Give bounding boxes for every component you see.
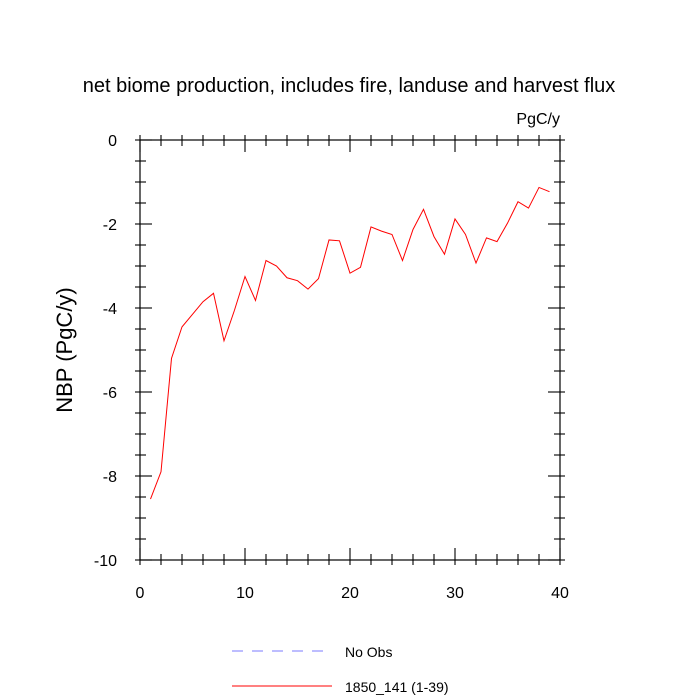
x-tick-label: 40	[551, 585, 569, 602]
units-label: PgC/y	[516, 111, 560, 128]
data-point	[160, 471, 162, 473]
data-point	[317, 277, 319, 279]
data-point	[275, 265, 277, 267]
data-point	[433, 235, 435, 237]
data-point	[244, 275, 246, 277]
series-points	[149, 186, 550, 500]
data-point	[307, 288, 309, 290]
data-point	[191, 313, 193, 315]
y-axis-label: NBP (PgC/y)	[52, 287, 77, 413]
data-point	[181, 326, 183, 328]
data-point	[149, 498, 151, 500]
data-point	[233, 309, 235, 311]
data-point	[328, 239, 330, 241]
x-tick-label: 10	[236, 585, 254, 602]
axis-tick-labels: 0 10 20 30 40 0 -2 -4 -6 -8 -10	[94, 133, 569, 602]
plot-frame	[139, 139, 561, 561]
x-tick-label: 30	[446, 585, 464, 602]
data-point	[254, 299, 256, 301]
data-point	[401, 259, 403, 261]
data-point	[506, 222, 508, 224]
y-tick-label: -10	[94, 553, 117, 570]
data-point	[391, 233, 393, 235]
data-point	[296, 280, 298, 282]
data-point	[548, 190, 550, 192]
data-point	[359, 266, 361, 268]
data-point	[464, 233, 466, 235]
y-tick-label: 0	[108, 133, 117, 150]
data-point	[212, 292, 214, 294]
legend: No Obs 1850_141 (1-39)	[232, 644, 449, 695]
data-point	[475, 262, 477, 264]
data-point	[422, 208, 424, 210]
data-point	[349, 272, 351, 274]
data-point	[223, 340, 225, 342]
axis-ticks	[135, 135, 565, 565]
x-tick-label: 0	[136, 585, 145, 602]
data-point	[202, 301, 204, 303]
legend-label-no-obs: No Obs	[345, 644, 392, 660]
y-tick-label: -8	[103, 469, 117, 486]
data-point	[380, 230, 382, 232]
data-point	[538, 186, 540, 188]
data-point	[286, 277, 288, 279]
data-point	[370, 226, 372, 228]
y-tick-label: -2	[103, 217, 117, 234]
data-point	[170, 357, 172, 359]
data-point	[517, 201, 519, 203]
data-point	[265, 259, 267, 261]
legend-label-1850-141: 1850_141 (1-39)	[345, 679, 449, 695]
data-point	[527, 207, 529, 209]
series-line-1850-141	[150, 186, 550, 500]
chart-title: net biome production, includes fire, lan…	[83, 75, 616, 97]
data-point	[485, 237, 487, 239]
y-tick-label: -4	[103, 301, 117, 318]
data-point	[412, 228, 414, 230]
data-point	[454, 218, 456, 220]
data-point	[496, 240, 498, 242]
data-point	[338, 240, 340, 242]
y-tick-label: -6	[103, 385, 117, 402]
x-tick-label: 20	[341, 585, 359, 602]
data-point	[443, 253, 445, 255]
